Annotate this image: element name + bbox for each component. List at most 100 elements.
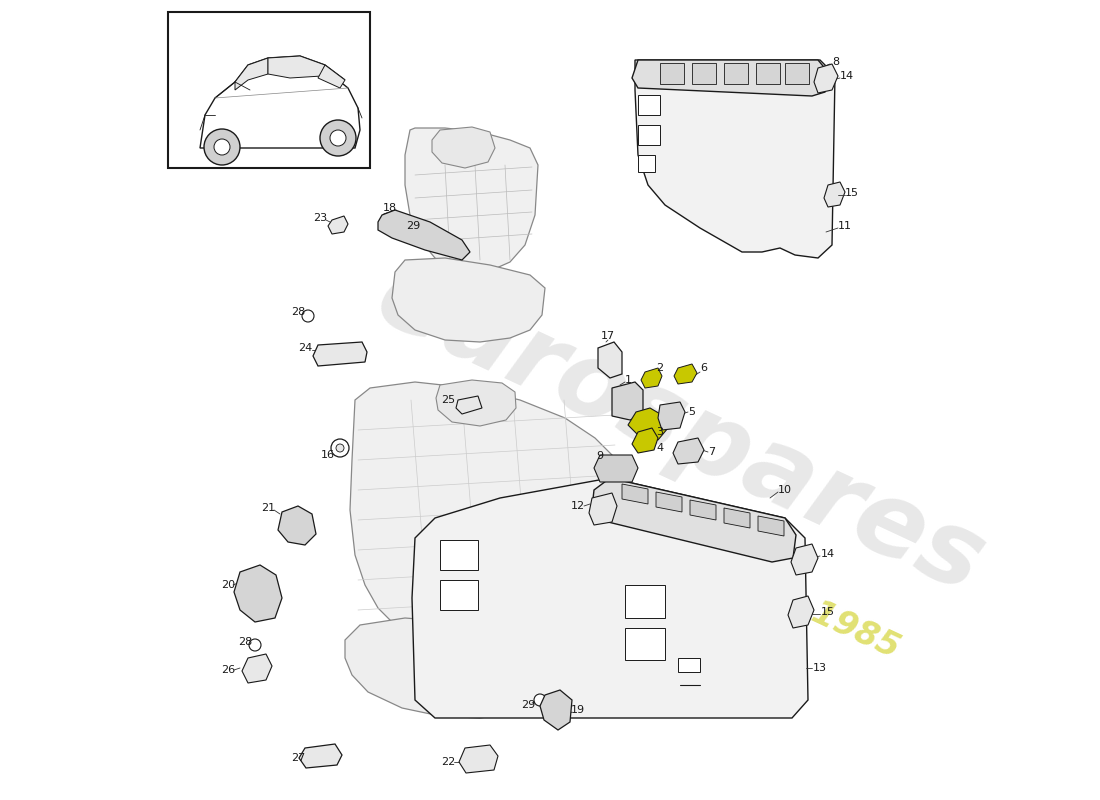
Polygon shape [378, 210, 470, 260]
Polygon shape [673, 438, 704, 464]
Polygon shape [625, 585, 666, 618]
Text: 16: 16 [321, 450, 336, 460]
Polygon shape [788, 596, 814, 628]
Polygon shape [345, 618, 570, 718]
Polygon shape [632, 428, 658, 453]
Polygon shape [350, 382, 620, 648]
Polygon shape [235, 58, 268, 90]
Polygon shape [235, 56, 345, 82]
Polygon shape [299, 744, 342, 768]
Text: 15: 15 [821, 607, 835, 617]
Polygon shape [459, 745, 498, 773]
Polygon shape [758, 516, 784, 536]
Polygon shape [638, 95, 660, 115]
Text: 14: 14 [821, 549, 835, 559]
Polygon shape [658, 402, 685, 430]
Text: 4: 4 [657, 443, 663, 453]
Polygon shape [621, 484, 648, 504]
Text: 10: 10 [778, 485, 792, 495]
Polygon shape [791, 544, 818, 575]
Text: 1: 1 [625, 375, 631, 385]
Text: 5: 5 [689, 407, 695, 417]
Text: 28: 28 [290, 307, 305, 317]
Text: a passion for parts since 1985: a passion for parts since 1985 [375, 395, 904, 665]
Circle shape [320, 120, 356, 156]
Polygon shape [318, 65, 345, 88]
Polygon shape [814, 64, 838, 93]
Text: 24: 24 [298, 343, 312, 353]
Polygon shape [234, 565, 282, 622]
Polygon shape [724, 508, 750, 528]
Polygon shape [242, 654, 272, 683]
Polygon shape [674, 364, 697, 384]
Text: 3: 3 [657, 427, 663, 437]
Polygon shape [756, 63, 780, 84]
Polygon shape [641, 368, 662, 388]
Text: 19: 19 [571, 705, 585, 715]
Text: 29: 29 [521, 700, 535, 710]
Polygon shape [625, 628, 666, 660]
Text: 14: 14 [840, 71, 854, 81]
Polygon shape [200, 68, 360, 148]
Polygon shape [638, 125, 660, 145]
Polygon shape [690, 500, 716, 520]
Polygon shape [392, 258, 544, 342]
Circle shape [534, 694, 546, 706]
Polygon shape [540, 690, 572, 730]
Text: 7: 7 [708, 447, 716, 457]
Text: 2: 2 [657, 363, 663, 373]
Circle shape [336, 444, 344, 452]
Text: 22: 22 [441, 757, 455, 767]
Polygon shape [412, 478, 808, 718]
Text: 9: 9 [596, 451, 604, 461]
Text: 6: 6 [701, 363, 707, 373]
Polygon shape [638, 155, 654, 172]
Text: 13: 13 [813, 663, 827, 673]
Polygon shape [440, 580, 478, 610]
Circle shape [249, 639, 261, 651]
Polygon shape [594, 455, 638, 482]
Polygon shape [598, 342, 622, 378]
Circle shape [214, 139, 230, 155]
Polygon shape [440, 540, 478, 570]
Polygon shape [678, 658, 700, 672]
Polygon shape [612, 382, 643, 420]
Polygon shape [379, 210, 400, 230]
Circle shape [330, 130, 346, 146]
Polygon shape [588, 493, 617, 525]
Polygon shape [328, 216, 348, 234]
Text: 18: 18 [383, 203, 397, 213]
Polygon shape [628, 408, 668, 440]
Polygon shape [405, 128, 538, 272]
Polygon shape [168, 12, 370, 168]
Polygon shape [824, 182, 845, 207]
Text: 26: 26 [221, 665, 235, 675]
Text: 29: 29 [406, 221, 420, 231]
Polygon shape [785, 63, 808, 84]
Circle shape [331, 439, 349, 457]
Text: 15: 15 [845, 188, 859, 198]
Polygon shape [592, 478, 796, 562]
Polygon shape [692, 63, 716, 84]
Circle shape [396, 222, 408, 234]
Circle shape [204, 129, 240, 165]
Polygon shape [432, 127, 495, 168]
Text: 8: 8 [833, 57, 839, 67]
Circle shape [302, 310, 313, 322]
Text: 25: 25 [441, 395, 455, 405]
Text: 12: 12 [571, 501, 585, 511]
Polygon shape [278, 506, 316, 545]
Polygon shape [436, 380, 516, 426]
Polygon shape [635, 60, 835, 258]
Text: 23: 23 [312, 213, 327, 223]
Polygon shape [268, 56, 324, 78]
Text: 17: 17 [601, 331, 615, 341]
Text: 27: 27 [290, 753, 305, 763]
Text: eurospares: eurospares [361, 245, 1000, 615]
Polygon shape [724, 63, 748, 84]
Text: 21: 21 [261, 503, 275, 513]
Text: 11: 11 [838, 221, 853, 231]
Text: 20: 20 [221, 580, 235, 590]
Polygon shape [660, 63, 684, 84]
Polygon shape [456, 396, 482, 414]
